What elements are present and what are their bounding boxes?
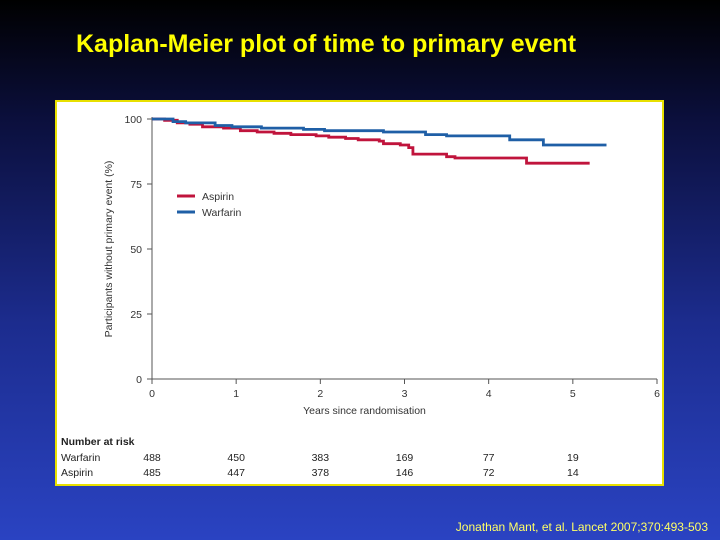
- series-line-warfarin: [152, 117, 607, 147]
- x-tick-label: 1: [233, 388, 239, 400]
- citation: Jonathan Mant, et al. Lancet 2007;370:49…: [455, 520, 708, 534]
- legend-label-aspirin: Aspirin: [202, 191, 234, 203]
- risk-count: 14: [567, 467, 579, 479]
- risk-count: 169: [396, 452, 414, 464]
- y-tick-label: 50: [130, 244, 142, 256]
- x-axis-title: Years since randomisation: [303, 405, 426, 417]
- risk-count: 72: [483, 467, 495, 479]
- y-tick-label: 75: [130, 179, 142, 191]
- risk-row-label: Warfarin: [61, 452, 100, 464]
- risk-count: 485: [143, 467, 161, 479]
- series-line-aspirin: [152, 117, 590, 165]
- x-tick-label: 3: [402, 388, 408, 400]
- y-tick-label: 100: [124, 114, 142, 126]
- y-tick-label: 25: [130, 309, 142, 321]
- y-tick-label: 0: [136, 374, 142, 386]
- risk-count: 378: [312, 467, 330, 479]
- risk-count: 450: [227, 452, 245, 464]
- x-tick-label: 0: [149, 388, 155, 400]
- number-at-risk-heading: Number at risk: [61, 436, 135, 448]
- risk-row-label: Aspirin: [61, 467, 93, 479]
- kaplan-meier-chart: 0 25 50 75 100 0 1 2 3 4 5 6 Years since randomisati…: [61, 114, 660, 479]
- kaplan-meier-figure: 0 25 50 75 100 0 1 2 3 4 5 6 Years since randomisati…: [55, 100, 664, 486]
- risk-count: 19: [567, 452, 579, 464]
- risk-count: 488: [143, 452, 161, 464]
- risk-count: 77: [483, 452, 495, 464]
- x-tick-label: 4: [486, 388, 492, 400]
- y-axis-title: Participants without primary event (%): [103, 161, 115, 338]
- risk-count: 447: [227, 467, 245, 479]
- x-tick-label: 2: [317, 388, 323, 400]
- risk-count: 383: [312, 452, 330, 464]
- slide-title: Kaplan-Meier plot of time to primary eve…: [76, 30, 577, 58]
- x-tick-label: 6: [654, 388, 660, 400]
- x-tick-label: 5: [570, 388, 576, 400]
- risk-count: 146: [396, 467, 414, 479]
- legend-label-warfarin: Warfarin: [202, 207, 241, 219]
